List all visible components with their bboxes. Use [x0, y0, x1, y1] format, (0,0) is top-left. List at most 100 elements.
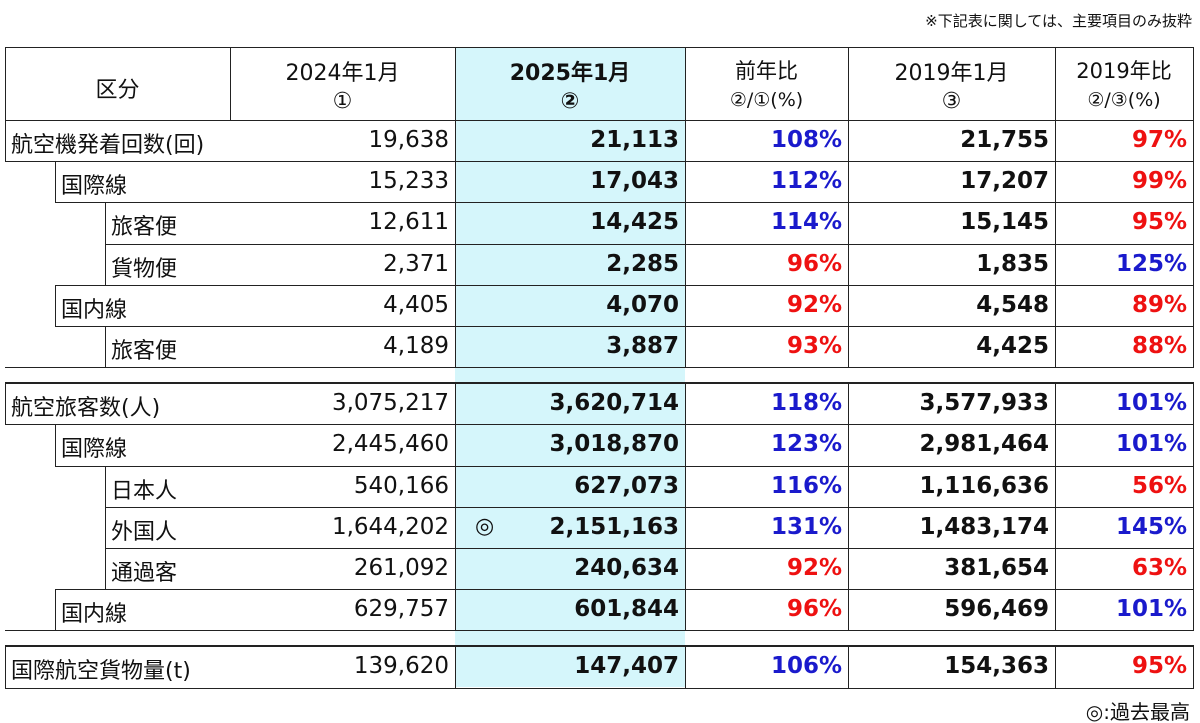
- row-label: 貨物便: [111, 256, 178, 282]
- header-text: ②: [560, 89, 580, 114]
- cell-value: 19,638: [368, 127, 449, 153]
- col-line: [848, 465, 849, 507]
- col-line: [1055, 424, 1056, 466]
- cell-value: 3,887: [606, 333, 679, 359]
- col-line: [685, 465, 686, 507]
- col-line: [1055, 646, 1056, 688]
- cell-value: 17,207: [960, 168, 1049, 195]
- cell-value: 4,189: [383, 333, 449, 359]
- col-line: [685, 589, 686, 631]
- cell-value: 596,469: [944, 596, 1049, 623]
- col-line: [848, 326, 849, 368]
- cell-value: 92%: [786, 291, 842, 318]
- cell-value: 139,620: [353, 653, 449, 680]
- col-line: [685, 326, 686, 368]
- row-label: 通過客: [111, 561, 178, 586]
- col-line: [455, 161, 456, 203]
- cell-value: 114%: [770, 209, 842, 236]
- col-line: [848, 548, 849, 590]
- row-label: 国内線: [61, 602, 128, 628]
- header-text: 2019年比: [1076, 59, 1172, 83]
- col-line: [685, 284, 686, 326]
- cell-value: 88%: [1131, 333, 1187, 359]
- cell-value: 101%: [1115, 390, 1187, 417]
- col-line: [685, 646, 686, 688]
- row-label: 国内線: [61, 297, 128, 323]
- cell-value: 154,363: [944, 653, 1049, 680]
- cell-value: 99%: [1131, 168, 1187, 195]
- row-label: 日本人: [111, 478, 178, 504]
- col-line: [848, 243, 849, 285]
- header-text: ②/①(%): [729, 89, 804, 111]
- cell-value: 108%: [770, 127, 842, 153]
- cell-value: 145%: [1115, 513, 1187, 540]
- col-line: [848, 284, 849, 326]
- group-gap: [5, 630, 1194, 647]
- cell-value: 1,116,636: [919, 472, 1050, 499]
- header-text: ③: [941, 89, 962, 114]
- cell-value: 112%: [770, 168, 842, 195]
- col-line: [685, 506, 686, 548]
- cell-value: 1,483,174: [919, 513, 1050, 540]
- col-line: [848, 424, 849, 466]
- cell-value: 116%: [770, 472, 842, 499]
- col-line: [1055, 465, 1056, 507]
- cell-value: 17,043: [590, 168, 679, 195]
- cell-value: 101%: [1115, 596, 1187, 623]
- row-label: 旅客便: [111, 339, 178, 364]
- cell-value: 2,445,460: [331, 431, 449, 458]
- cell-value: 123%: [770, 431, 842, 458]
- col-line: [1055, 202, 1056, 244]
- cell-value: 118%: [770, 390, 842, 417]
- cell-value: 2,371: [383, 250, 449, 277]
- cell-value: 4,070: [606, 291, 679, 318]
- row: [5, 646, 1194, 689]
- cell-value: 4,425: [976, 333, 1049, 359]
- col-line: [848, 202, 849, 244]
- cell-value: 14,425: [590, 209, 679, 236]
- cell-value: 92%: [786, 555, 842, 581]
- header-text: 前年比: [735, 59, 798, 83]
- row-label: 航空機発着回数(回): [11, 133, 205, 158]
- cell-value: 4,548: [976, 291, 1049, 318]
- header-text: 区分: [95, 78, 140, 103]
- cell-value: 97%: [1131, 127, 1187, 153]
- col-line: [455, 506, 456, 548]
- col-line: [848, 383, 849, 425]
- col-line: [685, 202, 686, 244]
- footnote: ◎:過去最高: [1085, 699, 1190, 723]
- col-line: [848, 506, 849, 548]
- cell-value: 21,113: [590, 127, 679, 153]
- col-line: [455, 120, 456, 162]
- col-line: [455, 243, 456, 285]
- col-line: [685, 243, 686, 285]
- col-line: [1055, 284, 1056, 326]
- record-mark: ◎: [475, 513, 495, 539]
- col-line: [1055, 383, 1056, 425]
- col-line: [848, 646, 849, 688]
- row-label: 国際線: [61, 437, 128, 463]
- row-label: 航空旅客数(人): [11, 396, 161, 422]
- col-line: [455, 383, 456, 425]
- col-line: [455, 589, 456, 631]
- col-line: [848, 161, 849, 203]
- col-line: [848, 120, 849, 162]
- cell-value: 381,654: [944, 555, 1049, 581]
- cell-value: 21,755: [960, 127, 1049, 153]
- col-line: [685, 424, 686, 466]
- cell-value: 125%: [1115, 250, 1187, 277]
- cell-value: 106%: [770, 653, 842, 680]
- row-label: 外国人: [111, 519, 178, 545]
- col-line: [1055, 243, 1056, 285]
- col-line: [685, 161, 686, 203]
- cell-value: 56%: [1131, 472, 1187, 499]
- note: ※下記表に関しては、主要項目のみ抜粋: [925, 12, 1192, 30]
- col-line: [455, 202, 456, 244]
- cell-value: 3,018,870: [549, 431, 680, 458]
- col-line: [1055, 548, 1056, 590]
- cell-value: 95%: [1131, 209, 1187, 236]
- col-line: [455, 548, 456, 590]
- cell-value: 147,407: [574, 653, 679, 680]
- col-line: [685, 548, 686, 590]
